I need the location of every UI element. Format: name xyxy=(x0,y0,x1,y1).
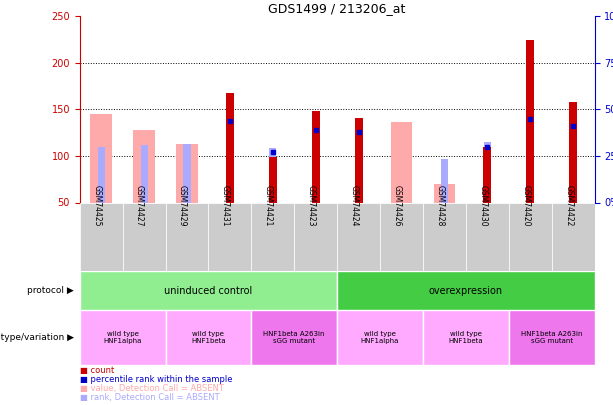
Text: wild type
HNF1alpha: wild type HNF1alpha xyxy=(104,330,142,344)
Bar xyxy=(527,121,534,202)
Text: uninduced control: uninduced control xyxy=(164,286,253,296)
Text: GSM74424: GSM74424 xyxy=(349,185,359,227)
Bar xyxy=(441,159,448,202)
Bar xyxy=(509,310,595,364)
Text: GSM74428: GSM74428 xyxy=(435,185,444,227)
Text: wild type
HNF1alpha: wild type HNF1alpha xyxy=(361,330,399,344)
Bar xyxy=(208,202,251,271)
Text: GSM74430: GSM74430 xyxy=(478,185,487,227)
Text: GSM74429: GSM74429 xyxy=(178,185,187,227)
Text: genotype/variation ▶: genotype/variation ▶ xyxy=(0,333,74,342)
Text: HNF1beta A263in
sGG mutant: HNF1beta A263in sGG mutant xyxy=(521,330,582,344)
Text: GSM74426: GSM74426 xyxy=(392,185,402,227)
Bar xyxy=(569,130,577,202)
Bar xyxy=(391,122,412,202)
Bar xyxy=(123,202,166,271)
Bar xyxy=(80,310,166,364)
Bar xyxy=(91,114,112,202)
Bar xyxy=(177,144,198,202)
Text: ■ rank, Detection Call = ABSENT: ■ rank, Detection Call = ABSENT xyxy=(80,393,219,402)
Text: ■ percentile rank within the sample: ■ percentile rank within the sample xyxy=(80,375,232,384)
Bar xyxy=(97,147,105,202)
Bar xyxy=(337,271,595,310)
Bar xyxy=(484,142,491,202)
Bar xyxy=(311,111,320,202)
Bar xyxy=(134,130,154,202)
Text: wild type
HNF1beta: wild type HNF1beta xyxy=(191,330,226,344)
Bar xyxy=(140,145,148,202)
Text: GSM74422: GSM74422 xyxy=(564,185,573,227)
Bar xyxy=(251,202,294,271)
Bar xyxy=(166,310,251,364)
Bar xyxy=(354,118,363,202)
Bar xyxy=(526,40,535,202)
Bar xyxy=(226,127,234,202)
Bar xyxy=(269,149,276,202)
Bar xyxy=(466,202,509,271)
Text: GSM74427: GSM74427 xyxy=(135,185,144,227)
Bar xyxy=(434,184,455,202)
Text: GSM74420: GSM74420 xyxy=(521,185,530,227)
Bar xyxy=(380,202,423,271)
Text: GSM74431: GSM74431 xyxy=(221,185,230,227)
Bar xyxy=(183,144,191,202)
Bar xyxy=(294,202,337,271)
Bar xyxy=(226,93,234,202)
Text: protocol ▶: protocol ▶ xyxy=(27,286,74,295)
Bar xyxy=(80,202,123,271)
Bar xyxy=(552,202,595,271)
Bar xyxy=(483,147,492,202)
Bar xyxy=(569,102,577,202)
Text: HNF1beta A263in
sGG mutant: HNF1beta A263in sGG mutant xyxy=(264,330,325,344)
Bar xyxy=(166,202,208,271)
Text: wild type
HNF1beta: wild type HNF1beta xyxy=(449,330,483,344)
Bar xyxy=(312,137,319,202)
Bar xyxy=(509,202,552,271)
Text: overexpression: overexpression xyxy=(429,286,503,296)
Bar xyxy=(80,271,337,310)
Bar xyxy=(251,310,337,364)
Text: ■ count: ■ count xyxy=(80,366,114,375)
Title: GDS1499 / 213206_at: GDS1499 / 213206_at xyxy=(268,2,406,15)
Bar xyxy=(423,310,509,364)
Bar xyxy=(337,310,423,364)
Text: GSM74425: GSM74425 xyxy=(92,185,101,227)
Text: ■ value, Detection Call = ABSENT: ■ value, Detection Call = ABSENT xyxy=(80,384,224,393)
Bar xyxy=(355,140,362,202)
Bar xyxy=(337,202,380,271)
Bar xyxy=(423,202,466,271)
Bar xyxy=(268,157,277,202)
Text: GSM74423: GSM74423 xyxy=(306,185,316,227)
Text: GSM74421: GSM74421 xyxy=(264,185,273,227)
